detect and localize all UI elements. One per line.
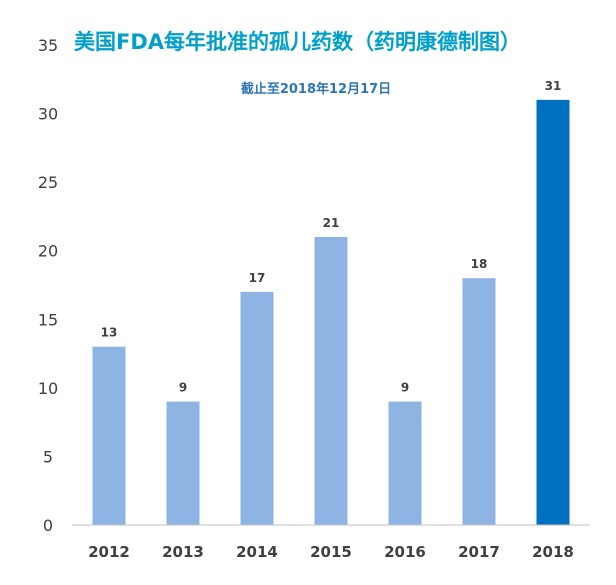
y-tick-label: 30 xyxy=(38,105,58,124)
data-label-2012: 13 xyxy=(101,326,118,340)
x-tick-label-2018: 2018 xyxy=(532,543,574,561)
x-tick-label-2016: 2016 xyxy=(384,543,426,561)
chart-title: 美国FDA每年批准的孤儿药数（药明康德制图） xyxy=(74,30,521,54)
bar-2016 xyxy=(388,401,422,525)
y-tick-label: 0 xyxy=(43,516,53,535)
y-tick-label: 5 xyxy=(43,447,53,466)
chart-subtitle: 截止至2018年12月17日 xyxy=(241,81,391,97)
y-tick-label: 15 xyxy=(38,310,58,329)
data-label-2017: 18 xyxy=(471,257,488,271)
bar-2015 xyxy=(314,237,348,525)
x-tick-label-2015: 2015 xyxy=(310,543,352,561)
bar-2017 xyxy=(462,278,496,525)
data-label-2018: 31 xyxy=(545,79,562,93)
y-tick-label: 25 xyxy=(38,173,58,192)
y-tick-label: 35 xyxy=(38,36,58,55)
y-tick-label: 20 xyxy=(38,242,58,261)
bar-2014 xyxy=(240,291,274,525)
bar-2018 xyxy=(536,99,570,525)
y-axis: 0 5 10 15 20 25 30 35 xyxy=(38,36,58,535)
x-tick-label-2013: 2013 xyxy=(162,543,204,561)
bar-2013 xyxy=(166,401,200,525)
data-label-2013: 9 xyxy=(179,381,187,395)
data-label-2015: 21 xyxy=(323,216,340,230)
bar-2012 xyxy=(92,346,126,525)
x-tick-label-2012: 2012 xyxy=(88,543,130,561)
y-tick-label: 10 xyxy=(38,379,58,398)
x-tick-label-2014: 2014 xyxy=(236,543,278,561)
data-label-2014: 17 xyxy=(249,271,266,285)
bars xyxy=(92,99,570,525)
x-tick-label-2017: 2017 xyxy=(458,543,500,561)
data-labels: 13 9 17 21 9 18 31 xyxy=(101,79,562,395)
x-axis: 2012 2013 2014 2015 2016 2017 2018 xyxy=(72,524,590,561)
data-label-2016: 9 xyxy=(401,381,409,395)
